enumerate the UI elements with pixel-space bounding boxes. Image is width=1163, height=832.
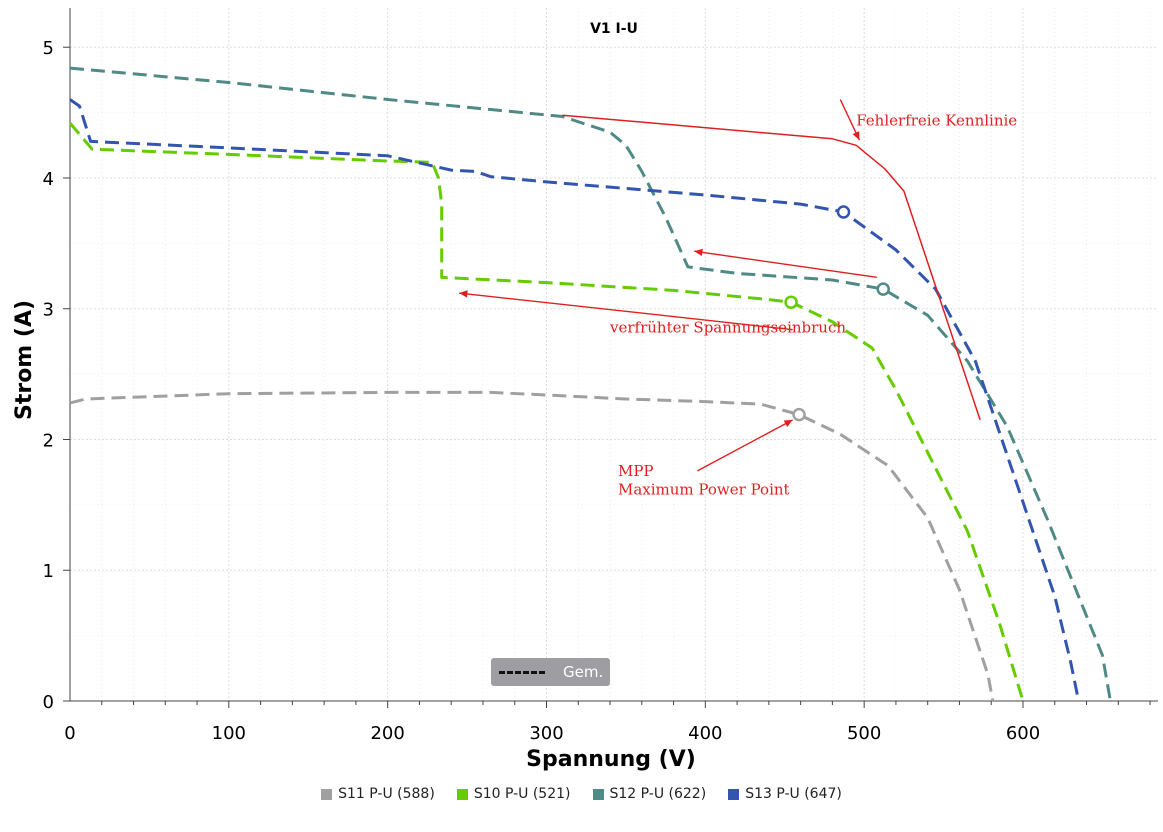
y-tick-label: 0 <box>43 692 54 713</box>
annotation-text: verfrühter Spannungseinbruch <box>609 318 846 336</box>
x-tick-label: 500 <box>847 723 881 744</box>
series-line-1 <box>68 122 1025 702</box>
legend-item-s10[interactable]: S10 P-U (521) <box>456 786 571 802</box>
annotation-text: MPP <box>618 462 654 480</box>
mpp-marker-0 <box>792 407 806 422</box>
x-tick-label: 400 <box>688 723 722 744</box>
y-tick-label: 1 <box>43 561 54 582</box>
legend-label-s10: S10 P-U (521) <box>473 786 571 802</box>
inline-legend-box[interactable]: Gem. <box>491 658 610 686</box>
y-tick-label: 5 <box>43 38 54 59</box>
annotation-arrow <box>694 250 877 279</box>
annotation-arrow <box>459 292 793 331</box>
annotation-arrowhead <box>694 248 703 257</box>
x-axis-title: Spannung (V) <box>526 747 696 772</box>
legend-label-s13: S13 P-U (647) <box>745 786 842 802</box>
y-axis-title: Strom (A) <box>12 300 37 420</box>
series-line-2 <box>69 66 1112 702</box>
y-tick-label: 3 <box>43 300 54 321</box>
x-tick-label: 200 <box>370 723 404 744</box>
legend-swatch-s12 <box>592 788 604 800</box>
legend-item-s13[interactable]: S13 P-U (647) <box>728 786 842 802</box>
x-tick-label: 100 <box>212 723 246 744</box>
legend-swatch-s11 <box>321 788 333 800</box>
chart-canvas: 0 100 200 300 400 500 600 0 1 2 3 4 5 Fehlerfreie Ke… <box>12 8 1158 772</box>
y-tick-label: 4 <box>43 169 54 190</box>
series-line-0 <box>69 390 995 702</box>
y-tick-label: 2 <box>43 430 54 451</box>
annotation-layer: Fehlerfreie Kennlinie verfrühter Spannung… <box>459 99 1017 498</box>
legend-label-s12: S12 P-U (622) <box>609 786 707 802</box>
legend-item-s11[interactable]: S11 P-U (588) <box>321 786 435 802</box>
chart-title: V1 I-U <box>590 21 638 37</box>
inline-legend-label: Gem. <box>563 663 604 681</box>
reference-curve-line <box>562 114 981 421</box>
x-tick-label: 0 <box>64 723 75 744</box>
inline-legend-line <box>499 670 545 674</box>
legend-swatch-s10 <box>456 788 468 800</box>
series-layer <box>68 66 1112 702</box>
annotation-text: Maximum Power Point <box>618 480 790 498</box>
annotation-arrowhead <box>783 419 793 427</box>
legend-swatch-s13 <box>728 788 740 800</box>
grid-lines <box>70 8 1158 701</box>
chart-legend: S11 P-U (588) S10 P-U (521) S12 P-U (622… <box>0 786 1163 802</box>
annotation-text: Fehlerfreie Kennlinie <box>856 112 1017 130</box>
mpp-marker-2 <box>876 282 890 296</box>
annotation-arrowhead <box>852 131 860 141</box>
axes: 0 100 200 300 400 500 600 0 1 2 3 4 5 <box>43 8 1158 744</box>
x-tick-label: 600 <box>1006 723 1040 744</box>
mpp-marker-3 <box>836 205 851 219</box>
mpp-marker-1 <box>784 295 798 309</box>
annotation-arrow <box>697 419 794 472</box>
annotation-arrowhead <box>459 290 468 298</box>
x-tick-label: 300 <box>529 723 563 744</box>
legend-item-s12[interactable]: S12 P-U (622) <box>592 786 707 802</box>
legend-label-s11: S11 P-U (588) <box>338 786 435 802</box>
